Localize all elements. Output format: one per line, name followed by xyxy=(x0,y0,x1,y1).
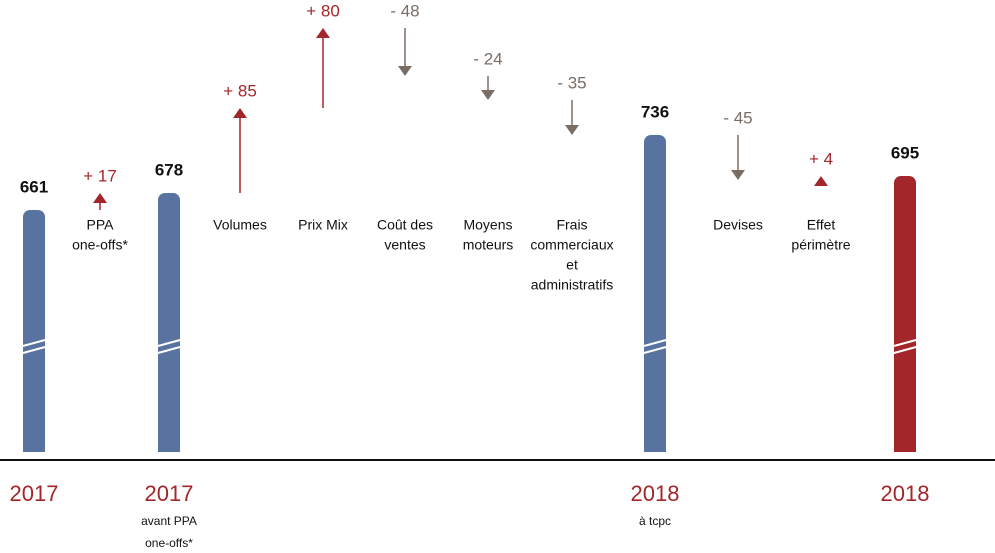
value-label: - 35 xyxy=(557,73,586,92)
arrow-head xyxy=(565,125,579,135)
category-label: et xyxy=(566,257,578,273)
category-label: PPA xyxy=(87,217,115,233)
category-sublabel: one-offs* xyxy=(145,536,193,550)
bar xyxy=(894,176,916,452)
arrow-head xyxy=(233,108,247,118)
value-label: 661 xyxy=(20,177,48,196)
break-mark xyxy=(643,346,667,354)
category-label: administratifs xyxy=(531,277,613,293)
value-label: 695 xyxy=(891,143,919,162)
value-label: + 17 xyxy=(83,166,117,185)
value-label: 736 xyxy=(641,102,669,121)
value-label: - 45 xyxy=(723,108,752,127)
bar-base xyxy=(158,444,180,452)
category-label: 2017 xyxy=(10,481,59,506)
category-label: périmètre xyxy=(791,237,850,253)
category-label: Prix Mix xyxy=(298,217,348,233)
category-label: Frais xyxy=(556,217,587,233)
arrow-head xyxy=(398,66,412,76)
bar xyxy=(158,193,180,452)
value-label: + 4 xyxy=(809,149,833,168)
category-label: Coût des xyxy=(377,217,433,233)
bar-base xyxy=(644,444,666,452)
category-sublabel: à tcpc xyxy=(639,514,671,528)
category-sublabel: avant PPA xyxy=(141,514,197,528)
value-label: - 48 xyxy=(390,1,419,20)
category-label: Volumes xyxy=(213,217,267,233)
category-label: Devises xyxy=(713,217,763,233)
arrow-head xyxy=(814,176,828,186)
category-label: moteurs xyxy=(463,237,514,253)
break-mark xyxy=(22,339,46,347)
arrow-head xyxy=(316,28,330,38)
arrow-head xyxy=(731,170,745,180)
break-mark xyxy=(643,339,667,347)
category-label: 2018 xyxy=(881,481,930,506)
break-mark xyxy=(893,339,917,347)
bar-base xyxy=(23,444,45,452)
category-label: 2017 xyxy=(145,481,194,506)
arrow-head xyxy=(93,193,107,203)
bar xyxy=(644,135,666,452)
category-label: commerciaux xyxy=(530,237,613,253)
category-label: Moyens xyxy=(463,217,512,233)
value-label: 678 xyxy=(155,160,183,179)
break-mark xyxy=(893,346,917,354)
category-label: ventes xyxy=(384,237,425,253)
value-label: + 80 xyxy=(306,1,340,20)
break-mark xyxy=(157,339,181,347)
category-label: one-offs* xyxy=(72,237,128,253)
bar xyxy=(23,210,45,452)
bar-base xyxy=(894,444,916,452)
arrow-head xyxy=(481,90,495,100)
break-mark xyxy=(157,346,181,354)
category-label: Effet xyxy=(807,217,836,233)
category-label: 2018 xyxy=(631,481,680,506)
value-label: + 85 xyxy=(223,81,257,100)
break-mark xyxy=(22,346,46,354)
value-label: - 24 xyxy=(473,49,502,68)
